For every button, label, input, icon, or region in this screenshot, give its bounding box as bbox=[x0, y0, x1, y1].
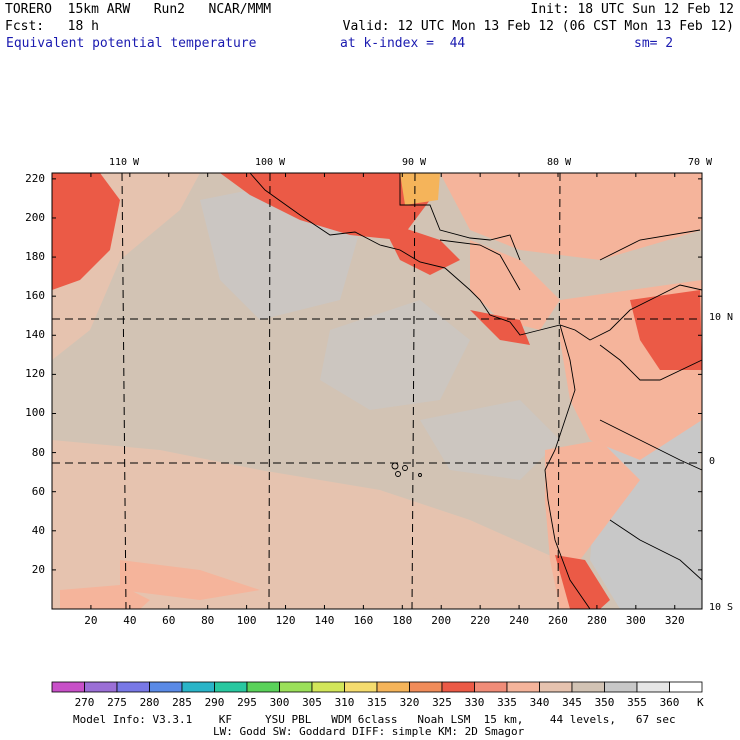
x-tick-label: 160 bbox=[353, 614, 374, 627]
colorbar-unit: K bbox=[697, 696, 704, 709]
x-tick-label: 240 bbox=[509, 614, 529, 627]
field-name: Equivalent potential temperature bbox=[6, 36, 257, 51]
y-tick-label: 60 bbox=[31, 484, 45, 498]
plot-frame bbox=[51, 172, 703, 610]
colorbar-swatch bbox=[214, 681, 248, 693]
theta-e-field bbox=[52, 173, 702, 609]
colorbar-swatch bbox=[441, 681, 475, 693]
colorbar-tick-label: 345 bbox=[562, 696, 582, 709]
x-tick-label: 80 bbox=[201, 614, 215, 627]
init-time: Init: 18 UTC Sun 12 Feb 12 bbox=[530, 2, 735, 17]
colorbar-tick-label: 330 bbox=[464, 696, 485, 709]
y-tick-label: 200 bbox=[25, 210, 45, 224]
run-title: TORERO 15km ARW Run2 NCAR/MMM bbox=[5, 2, 272, 17]
y-tick-label: 140 bbox=[25, 328, 45, 342]
lat-label-0: 0 bbox=[709, 456, 716, 467]
lat-label-10s: 10 S bbox=[709, 602, 734, 613]
colorbar-swatch bbox=[409, 681, 443, 693]
colorbar-tick-label: 315 bbox=[367, 696, 387, 709]
x-tick-label: 180 bbox=[392, 614, 413, 627]
y-tick-label: 220 bbox=[25, 171, 45, 185]
y-tick-label: 20 bbox=[31, 562, 45, 576]
x-tick-label: 100 bbox=[236, 614, 257, 627]
colorbar bbox=[51, 681, 703, 693]
forecast-hour: Fcst: 18 h bbox=[5, 19, 99, 34]
colorbar-tick-label: 300 bbox=[269, 696, 290, 709]
lon-label-100w: 100 W bbox=[254, 157, 286, 168]
x-tick-label: 260 bbox=[548, 614, 568, 627]
lon-label-90w: 90 W bbox=[401, 157, 427, 168]
colorbar-tick-label: 320 bbox=[399, 696, 420, 709]
colorbar-swatch bbox=[344, 681, 378, 693]
colorbar-swatch bbox=[279, 681, 313, 693]
colorbar-swatch bbox=[149, 681, 183, 693]
colorbar-tick-label: 350 bbox=[594, 696, 615, 709]
lat-lon-grid bbox=[52, 172, 702, 610]
colorbar-tick-label: 295 bbox=[237, 696, 257, 709]
colorbar-tick-label: 340 bbox=[529, 696, 550, 709]
colorbar-swatch bbox=[311, 681, 345, 693]
y-tick-label: 120 bbox=[25, 367, 45, 381]
x-tick-label: 60 bbox=[162, 614, 176, 627]
x-tick-label: 140 bbox=[314, 614, 335, 627]
colorbar-tick-label: 275 bbox=[107, 696, 127, 709]
smoothing-label: sm= 2 bbox=[634, 36, 674, 51]
colorbar-tick-label: 305 bbox=[302, 696, 322, 709]
y-tick-label: 80 bbox=[31, 445, 45, 459]
lon-label-110w: 110 W bbox=[108, 157, 140, 168]
x-tick-label: 300 bbox=[625, 614, 646, 627]
colorbar-swatch bbox=[376, 681, 410, 693]
colorbar-tick-label: 280 bbox=[139, 696, 160, 709]
colorbar-tick-label: 360 bbox=[659, 696, 680, 709]
colorbar-tick-label: 325 bbox=[432, 696, 452, 709]
colorbar-tick-label: 270 bbox=[74, 696, 95, 709]
x-tick-label: 120 bbox=[275, 614, 296, 627]
lat-label-10n: 10 N bbox=[709, 312, 734, 323]
x-tick-label: 40 bbox=[123, 614, 137, 627]
valid-time: Valid: 12 UTC Mon 13 Feb 12 (06 CST Mon … bbox=[342, 19, 734, 34]
x-tick-label: 280 bbox=[586, 614, 607, 627]
x-tick-label: 320 bbox=[664, 614, 685, 627]
colorbar-swatch bbox=[604, 681, 638, 693]
y-tick-label: 100 bbox=[25, 406, 45, 420]
colorbar-tick-label: 285 bbox=[172, 696, 192, 709]
colorbar-swatch bbox=[181, 681, 215, 693]
physics-info: LW: Godd SW: Goddard DIFF: simple KM: 2D… bbox=[213, 725, 525, 738]
colorbar-swatch bbox=[669, 681, 703, 693]
model-info: Model Info: V3.3.1 KF YSU PBL WDM 6class… bbox=[73, 713, 676, 726]
y-tick-label: 40 bbox=[31, 523, 45, 537]
x-tick-label: 20 bbox=[84, 614, 98, 627]
colorbar-swatch bbox=[246, 681, 280, 693]
colorbar-swatch bbox=[636, 681, 670, 693]
x-tick-label: 200 bbox=[431, 614, 452, 627]
colorbar-swatch bbox=[571, 681, 605, 693]
colorbar-swatch bbox=[116, 681, 150, 693]
y-tick-label: 160 bbox=[25, 289, 45, 303]
colorbar-tick-label: 335 bbox=[497, 696, 517, 709]
coastlines bbox=[249, 172, 703, 610]
colorbar-swatch bbox=[506, 681, 540, 693]
lon-label-70w: 70 W bbox=[687, 157, 713, 168]
level-label: at k-index = 44 bbox=[340, 36, 466, 51]
x-tick-label: 220 bbox=[470, 614, 491, 627]
axis-ticks bbox=[52, 173, 702, 609]
colorbar-tick-label: 310 bbox=[334, 696, 355, 709]
colorbar-swatch bbox=[474, 681, 508, 693]
colorbar-tick-label: 290 bbox=[204, 696, 225, 709]
colorbar-swatch bbox=[539, 681, 573, 693]
colorbar-swatch bbox=[51, 681, 85, 693]
lon-label-80w: 80 W bbox=[546, 157, 572, 168]
colorbar-tick-label: 355 bbox=[627, 696, 647, 709]
colorbar-swatch bbox=[84, 681, 118, 693]
y-tick-label: 180 bbox=[25, 250, 45, 264]
